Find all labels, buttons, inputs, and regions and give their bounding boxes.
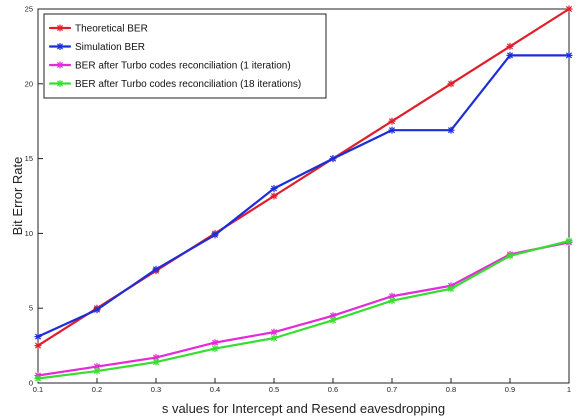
x-tick-label: 0.2 [92,385,102,394]
data-point [329,155,337,163]
legend-label: BER after Turbo codes reconciliation (18… [75,79,301,90]
legend-entry-1: Theoretical BER [48,24,148,35]
y-axis-title: Bit Error Rate [10,157,25,236]
x-tick-label: 0.3 [151,385,161,394]
x-tick-label: 0.9 [505,385,515,394]
data-point [152,358,160,366]
data-point [270,192,278,200]
data-point [506,51,514,59]
data-point [152,265,160,273]
y-tick-label: 20 [25,79,33,88]
data-point [270,328,278,336]
legend-label: Simulation BER [75,42,145,53]
y-tick-label: 5 [29,304,33,313]
legend-entry-2: Simulation BER [48,42,145,53]
data-point [211,345,219,353]
x-tick-label: 0.6 [328,385,338,394]
legend-box [43,13,327,99]
data-point [565,5,573,13]
x-tick-label: 1 [567,385,571,394]
data-point [565,51,573,59]
data-point [506,252,514,260]
data-point [34,375,42,383]
legend-label: Theoretical BER [75,24,148,35]
data-point [56,80,64,87]
series-line-4 [34,237,573,383]
y-tick-label: 25 [25,5,33,14]
data-point [34,333,42,341]
data-point [56,43,64,50]
x-axis-title: s values for Intercept and Resend eavesd… [162,401,445,416]
data-point [388,297,396,305]
x-tick-label: 0.4 [210,385,220,394]
data-point [388,117,396,125]
x-tick-label: 0.1 [33,385,43,394]
series-path-4 [36,239,571,380]
series-path-2 [36,54,571,338]
data-point [34,342,42,350]
legend-entry-3: BER after Turbo codes reconciliation (1 … [48,61,291,72]
y-tick-label: 15 [25,154,33,163]
series-path-3 [36,241,571,377]
data-point [565,237,573,245]
x-tick-label: 0.5 [269,385,279,394]
series-layer [34,5,573,383]
data-point [506,42,514,50]
data-point [211,339,219,347]
data-point [56,61,64,69]
series-line-2 [34,51,573,341]
data-point [447,80,455,88]
x-tick-label: 0.8 [446,385,456,394]
data-point [447,126,455,134]
data-point [447,285,455,293]
data-point [270,185,278,193]
data-point [93,367,101,375]
data-point [270,334,278,342]
data-point [211,231,219,239]
data-point [56,24,64,32]
data-point [388,126,396,134]
legend-entry-4: BER after Turbo codes reconciliation (18… [48,79,301,90]
legend: Theoretical BER Simulation BER BER after T… [43,13,327,99]
y-tick-label: 0 [29,379,33,388]
x-tick-label: 0.7 [387,385,397,394]
data-point [93,306,101,314]
legend-label: BER after Turbo codes reconciliation (1 … [75,61,291,72]
data-point [329,316,337,324]
y-tick-label: 10 [25,229,33,238]
